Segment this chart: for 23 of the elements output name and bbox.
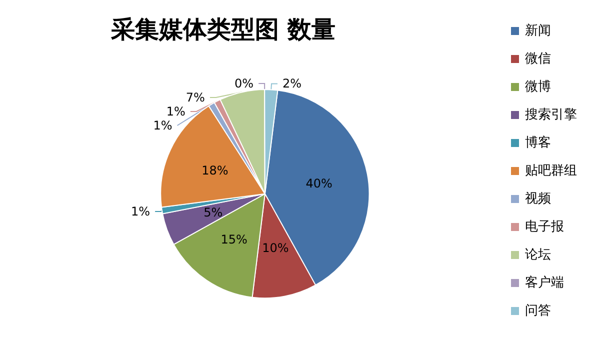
legend-label: 论坛 (525, 248, 551, 262)
legend-label: 新闻 (525, 24, 551, 38)
data-label: 5% (204, 206, 223, 220)
data-label: 1% (153, 118, 172, 132)
chart-title: 采集媒体类型图 数量 (110, 14, 336, 44)
legend-label: 搜索引擎 (525, 108, 577, 122)
legend-label: 博客 (525, 134, 551, 150)
data-label: 2% (282, 76, 302, 91)
legend-label: 客户端 (525, 274, 564, 290)
legend-label: 微信 (525, 52, 551, 66)
legend-label: 电子报 (525, 220, 564, 234)
data-label: 1% (131, 204, 150, 218)
data-label: 7% (186, 90, 205, 104)
legend-label: 贴吧群组 (525, 164, 577, 178)
legend-label: 问答 (525, 304, 551, 318)
data-label: 15% (220, 232, 248, 247)
data-label: 18% (202, 164, 228, 178)
text: 0% (234, 76, 254, 90)
legend-label: 视频 (525, 192, 551, 206)
data-label: 40% (306, 176, 332, 190)
data-label: 1% (166, 104, 186, 118)
data-label: 10% (262, 240, 289, 255)
legend-label: 微博 (525, 80, 551, 94)
